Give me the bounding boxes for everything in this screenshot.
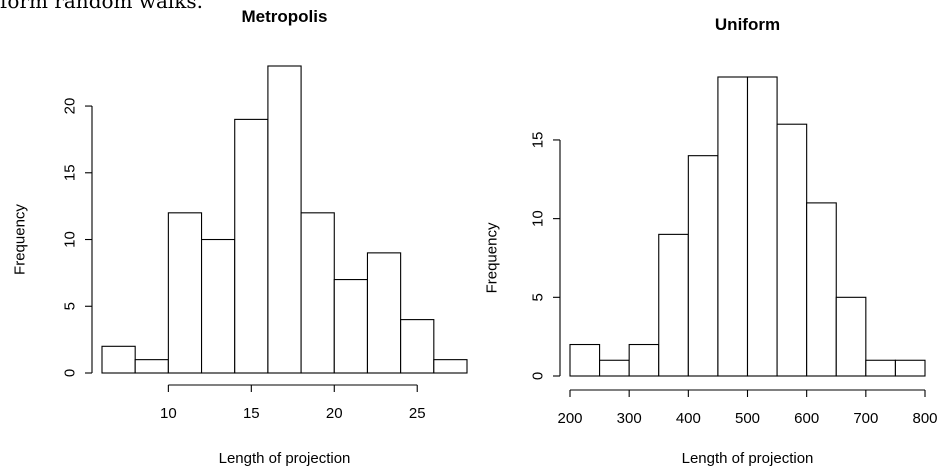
uniform-x-axis-label: Length of projection (682, 450, 814, 467)
uniform-bar-11 (894, 359, 926, 377)
metropolis-bar-10 (433, 359, 468, 374)
metropolis-bar-1 (134, 359, 169, 374)
uniform-y-tick-label-1: 5 (530, 293, 547, 301)
metropolis-x-tick-label-0: 10 (160, 405, 177, 422)
metropolis-bar-8 (366, 252, 402, 374)
uniform-x-tick-label-6: 800 (912, 410, 937, 427)
metropolis-x-axis-label: Length of projection (219, 450, 351, 467)
metropolis-y-tick-label-3: 15 (62, 164, 79, 181)
uniform-bar-0 (569, 343, 601, 377)
metropolis-x-tick-label-3: 25 (409, 405, 426, 422)
metropolis-bar-6 (300, 212, 335, 374)
uniform-y-tick-label-0: 0 (530, 372, 547, 380)
metropolis-bar-3 (200, 238, 236, 374)
metropolis-bar-4 (234, 118, 269, 374)
uniform-x-tick-label-2: 400 (676, 410, 701, 427)
metropolis-bar-2 (167, 212, 203, 374)
uniform-bar-8 (806, 202, 837, 377)
metropolis-y-axis-label: Frequency (12, 204, 29, 275)
metropolis-bar-0 (101, 345, 136, 374)
uniform-x-tick-label-3: 500 (735, 410, 760, 427)
metropolis-title: Metropolis (242, 7, 328, 26)
uniform-bar-3 (658, 233, 689, 377)
uniform-bar-1 (599, 359, 630, 377)
metropolis-y-tick-label-0: 0 (62, 369, 79, 377)
uniform-x-tick-label-4: 600 (794, 410, 819, 427)
metropolis-x-tick-label-2: 20 (326, 405, 343, 422)
figure-caption-fragment: form random walks. (0, 0, 204, 13)
uniform-title: Uniform (715, 15, 780, 34)
metropolis-y-tick-label-4: 20 (62, 98, 79, 115)
metropolis-y-tick-label-1: 5 (62, 302, 79, 310)
uniform-x-tick-label-1: 300 (617, 410, 642, 427)
metropolis-y-tick-label-2: 10 (62, 231, 79, 248)
metropolis-bar-5 (267, 65, 302, 374)
uniform-bar-4 (687, 155, 719, 377)
uniform-bar-7 (776, 123, 808, 377)
uniform-x-tick-label-5: 700 (853, 410, 878, 427)
uniform-bar-5 (717, 76, 749, 377)
uniform-bar-9 (835, 296, 867, 377)
metropolis-bar-7 (333, 279, 369, 374)
uniform-y-axis-label: Frequency (484, 222, 501, 293)
uniform-bar-6 (746, 76, 778, 377)
metropolis-x-tick-label-1: 15 (243, 405, 260, 422)
uniform-bar-10 (865, 359, 896, 377)
uniform-bar-2 (628, 343, 660, 377)
uniform-y-tick-label-2: 10 (530, 210, 547, 227)
metropolis-bar-9 (400, 319, 435, 374)
uniform-y-tick-label-3: 15 (530, 132, 547, 149)
uniform-x-tick-label-0: 200 (557, 410, 582, 427)
